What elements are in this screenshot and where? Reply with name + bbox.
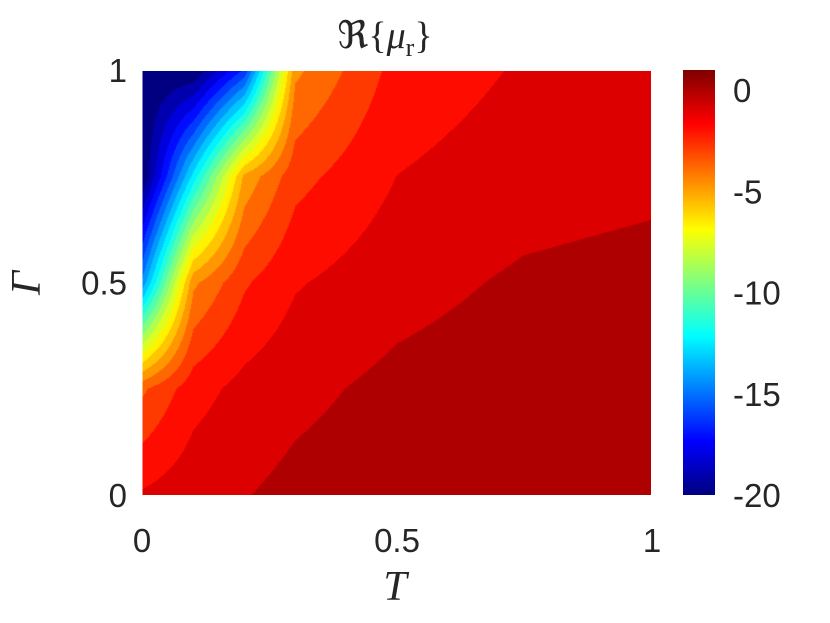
colorbar-tick-label: -15: [733, 376, 781, 413]
x-axis-ticks: 0 0.5 1: [133, 522, 661, 559]
colorbar-tick-label: -10: [733, 275, 781, 312]
y-axis-label: Γ: [4, 269, 50, 296]
chart-title-symbol: μ: [386, 15, 406, 57]
colorbar-ticks: 0 -5 -10 -15 -20: [733, 72, 781, 514]
colorbar-tick-label: -20: [733, 477, 781, 514]
x-tick-label: 0.5: [374, 522, 420, 559]
y-tick-label: 0.5: [81, 265, 127, 302]
chart-title-suffix: }: [414, 15, 432, 57]
heatmap-plot-area: [142, 70, 652, 495]
colorbar-tick-label: -5: [733, 173, 762, 210]
colorbar-tick-label: 0: [733, 72, 751, 109]
chart-title-subscript: r: [406, 33, 415, 62]
chart-title: ℜ{μr}: [337, 15, 432, 62]
colorbar-canvas: [683, 70, 715, 495]
colorbar: [683, 70, 715, 495]
x-axis-label: T: [383, 564, 409, 610]
x-tick-label: 0: [133, 522, 151, 559]
chart-title-prefix: ℜ{: [337, 15, 386, 57]
y-axis-ticks: 00.51: [81, 52, 127, 514]
y-tick-label: 1: [109, 52, 127, 89]
y-tick-label: 0: [109, 477, 127, 514]
x-tick-label: 1: [643, 522, 661, 559]
heatmap-canvas: [142, 70, 652, 495]
